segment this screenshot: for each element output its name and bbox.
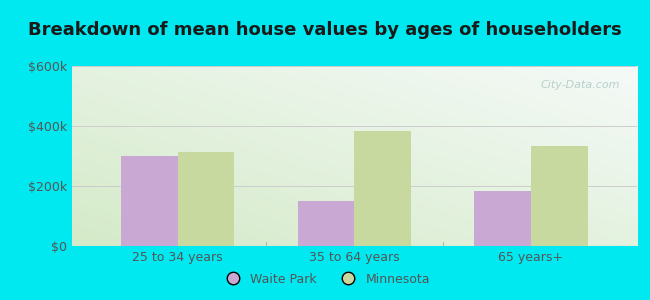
Bar [354, 130, 411, 246]
Bar [177, 152, 234, 246]
Bar [531, 146, 588, 246]
Bar [298, 201, 354, 246]
Legend: Waite Park, Minnesota: Waite Park, Minnesota [215, 268, 435, 291]
Bar [121, 156, 177, 246]
Bar [474, 190, 531, 246]
Text: City-Data.com: City-Data.com [541, 80, 620, 90]
Text: Breakdown of mean house values by ages of householders: Breakdown of mean house values by ages o… [28, 21, 622, 39]
